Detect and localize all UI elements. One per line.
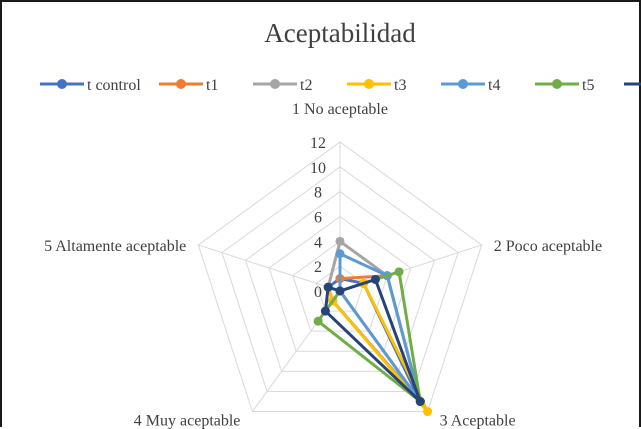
legend-item: t3 [347,77,406,94]
legend-marker [458,79,468,89]
data-point [335,286,345,296]
radial-tick-label: 6 [314,210,322,227]
series-t6 [320,274,425,406]
grid-ring [221,166,459,392]
grid-ring [197,141,483,413]
data-point [394,267,404,277]
grid-ring [244,191,436,372]
data-point [323,282,333,292]
data-point [313,316,323,326]
legend: t control t1 t2 t3 t4 t5 t6 [40,77,641,94]
legend-item: t1 [159,77,218,94]
data-point [335,249,345,259]
legend-label: t control [87,77,141,94]
legend-marker [364,79,374,89]
data-point [370,274,380,284]
legend-marker [57,79,67,89]
legend-item: t5 [535,77,594,94]
category-label: 3 Aceptable [440,413,516,429]
chart-title: Aceptabilidad [264,18,416,48]
radial-tick-label: 2 [314,259,322,276]
radial-tick-label: 0 [314,284,322,301]
legend-label: t5 [582,77,594,94]
legend-item: t control [40,77,141,94]
category-label: 5 Altamente aceptable [44,238,186,255]
radial-tick-label: 12 [310,135,326,152]
legend-marker [552,79,562,89]
radial-tick-label: 4 [314,234,322,251]
category-label: 2 Poco aceptable [494,238,602,255]
category-label: 1 No aceptable [292,101,388,118]
legend-label: t2 [300,77,312,94]
series-group [313,236,433,417]
legend-item: t6 [624,82,641,86]
radial-tick-label: 8 [314,185,322,202]
legend-label: t3 [394,77,406,94]
data-point [335,236,345,246]
grid-ring [268,215,412,352]
category-label: 4 Muy aceptable [134,413,241,429]
data-point [415,396,425,406]
data-point [320,306,330,316]
grid-spoke [198,244,341,292]
radial-tick-label: 10 [310,160,326,177]
legend-label: t1 [206,77,218,94]
data-point [423,407,433,417]
legend-item: t2 [253,77,312,94]
category-labels: 1 No aceptable 2 Poco aceptable 3 Aceptabl… [44,101,602,429]
radial-axis-ticks: 0 2 4 6 8 10 12 [310,135,326,301]
legend-label: t4 [488,77,500,94]
legend-marker [270,79,280,89]
legend-marker [176,79,186,89]
legend-item: t4 [441,77,500,94]
